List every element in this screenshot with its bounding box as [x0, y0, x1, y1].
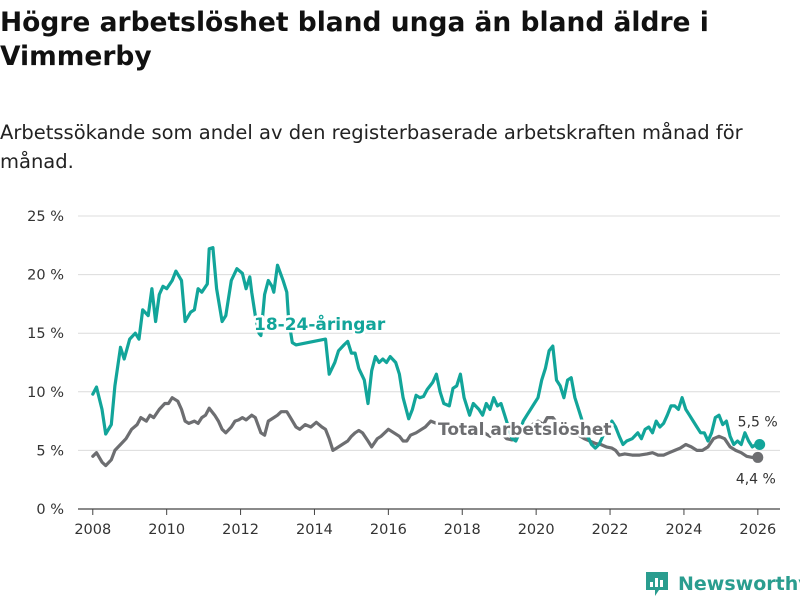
total-series-line [91, 396, 760, 468]
total-end-value-label: 4,4 % [736, 471, 776, 487]
chart-subtitle: Arbetssökande som andel av den registerb… [0, 121, 743, 173]
x-tick-label: 2008 [74, 522, 111, 538]
youth-series-label: 18-24-åringar [254, 313, 386, 335]
x-tick-label: 2014 [296, 522, 333, 538]
x-axis: 2008 2010 2012 2014 2016 2018 2020 2022 2024 2026 [74, 509, 776, 538]
x-tick-label: 2018 [444, 522, 481, 538]
y-tick-label: 10 % [27, 385, 64, 401]
y-tick-label: 15 % [27, 326, 64, 342]
y-axis: 0 % 5 % 10 % 15 % 20 % 25 % [27, 209, 64, 518]
youth-end-value-label: 5,5 % [738, 415, 778, 431]
total-series-line-end-point [752, 451, 764, 463]
newsworthy-logo-icon [646, 572, 668, 596]
brand-name: Newsworthy [678, 573, 800, 595]
y-tick-label: 0 % [36, 502, 64, 518]
total-series-label-halo: Total arbetslöshet [438, 420, 612, 440]
x-tick-label: 2012 [222, 522, 259, 538]
x-tick-label: 2020 [518, 522, 555, 538]
chart-title: Högre arbetslöshet bland unga än bland ä… [0, 7, 709, 72]
youth-series-line [91, 246, 762, 450]
total-series-label: Total arbetslöshet [438, 420, 612, 440]
x-tick-label: 2024 [665, 522, 702, 538]
grid-lines [78, 215, 780, 510]
y-tick-label: 5 % [36, 443, 64, 459]
brand-logo: Newsworthy [644, 569, 800, 599]
x-tick-label: 2022 [592, 522, 629, 538]
series-lines [91, 246, 766, 468]
x-tick-label: 2016 [370, 522, 407, 538]
youth-series-label-halo: 18-24-åringar [254, 313, 386, 335]
y-tick-label: 20 % [27, 268, 64, 284]
x-tick-label: 2026 [739, 522, 776, 538]
youth-series-line-end-point [754, 439, 766, 451]
y-tick-label: 25 % [27, 209, 64, 225]
x-tick-label: 2010 [148, 522, 185, 538]
